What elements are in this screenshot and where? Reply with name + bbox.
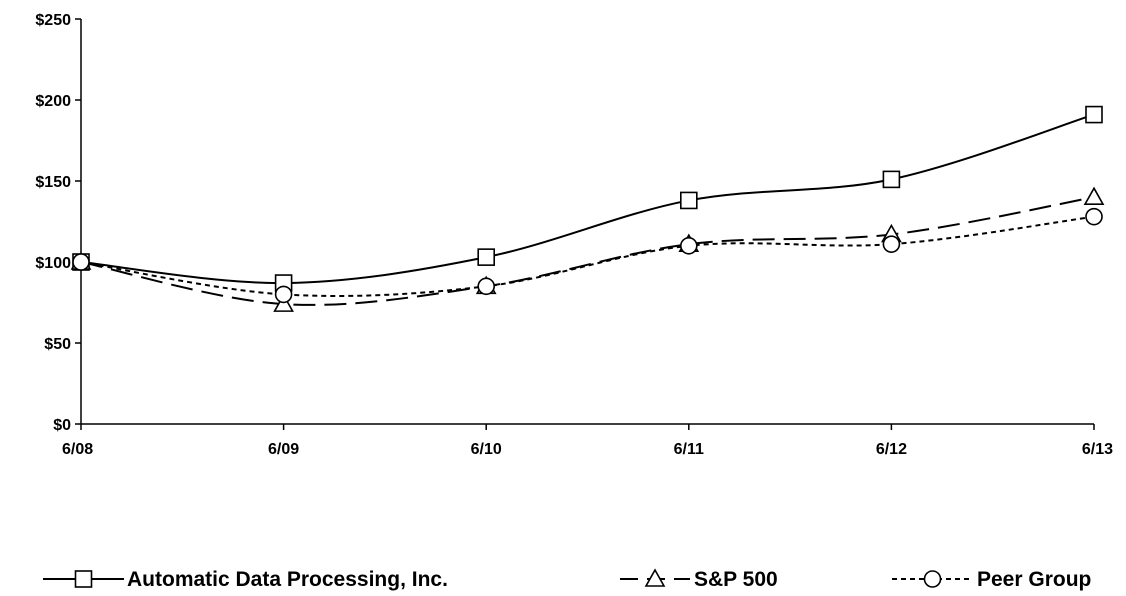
data-point-peer-group bbox=[274, 285, 293, 304]
legend-label: Peer Group bbox=[977, 568, 1091, 591]
data-point-automatic-data-processing-inc bbox=[477, 248, 496, 266]
x-tick-label: 6/12 bbox=[876, 441, 907, 458]
data-point-automatic-data-processing-inc bbox=[1085, 105, 1103, 124]
data-point-peer-group bbox=[679, 237, 698, 255]
y-tick-label: $200 bbox=[35, 93, 71, 110]
legend-marker bbox=[74, 570, 93, 588]
legend-marker bbox=[923, 570, 942, 588]
data-point-peer-group bbox=[882, 235, 901, 253]
data-point-peer-group bbox=[72, 253, 90, 271]
data-point-peer-group bbox=[477, 277, 496, 296]
y-tick-label: $100 bbox=[35, 255, 71, 272]
data-point-automatic-data-processing-inc bbox=[679, 191, 698, 210]
legend-item-peer-group: Peer Group bbox=[892, 568, 1091, 591]
x-tick-label: 6/08 bbox=[62, 441, 93, 458]
y-tick-label: $50 bbox=[44, 336, 71, 353]
y-tick-label: $250 bbox=[35, 12, 71, 29]
series-line-automatic-data-processing-inc bbox=[80, 113, 1095, 285]
x-tick-label: 6/11 bbox=[674, 441, 704, 458]
legend-label: Automatic Data Processing, Inc. bbox=[127, 568, 448, 591]
x-tick-label: 6/13 bbox=[1082, 441, 1113, 458]
legend-marker bbox=[644, 568, 666, 587]
data-point-peer-group bbox=[1085, 207, 1103, 226]
series-markers bbox=[70, 105, 1105, 312]
series-lines bbox=[80, 113, 1095, 306]
legend-item-s-p-500: S&P 500 bbox=[620, 568, 778, 591]
series-line-s-p-500 bbox=[80, 196, 1095, 306]
legend-item-automatic-data-processing-inc: Automatic Data Processing, Inc. bbox=[43, 568, 448, 591]
x-tick-label: 6/10 bbox=[471, 441, 502, 458]
legend-label: S&P 500 bbox=[694, 568, 778, 591]
y-tick-label: $0 bbox=[53, 417, 71, 434]
y-tick-label: $150 bbox=[35, 174, 71, 191]
chart-legend: Automatic Data Processing, Inc. S&P 500 Pe… bbox=[43, 568, 1091, 591]
x-tick-label: 6/09 bbox=[268, 441, 299, 458]
data-point-automatic-data-processing-inc bbox=[882, 170, 901, 189]
data-point-s-p-500 bbox=[1083, 186, 1105, 205]
chart-axes: $0 $50 $100 $150 $200 $250 6/08 6/09 6/10 6/11 6/1… bbox=[35, 12, 1113, 458]
